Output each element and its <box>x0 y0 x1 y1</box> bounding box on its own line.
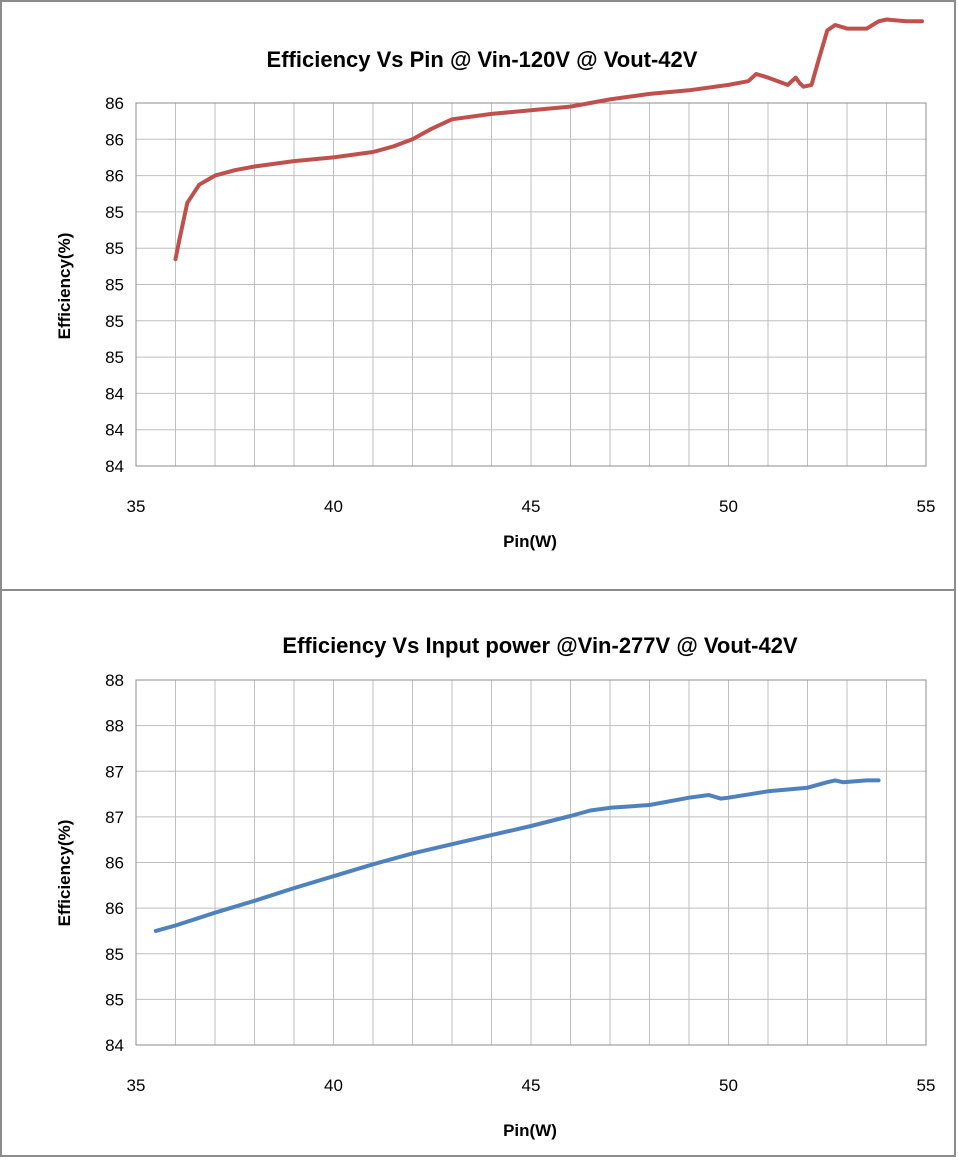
y-tick-label: 84 <box>105 457 124 476</box>
y-tick-label: 85 <box>105 276 124 295</box>
y-tick-label: 86 <box>105 130 124 149</box>
y-tick-label: 85 <box>105 990 124 1009</box>
y-tick-label: 87 <box>105 808 124 827</box>
plot-area-border <box>135 102 927 467</box>
y-tick-label: 88 <box>105 671 124 690</box>
x-axis-label: Pin(W) <box>503 532 557 551</box>
y-tick-label: 84 <box>105 384 124 403</box>
grid <box>135 102 927 467</box>
x-tick-label: 45 <box>522 497 541 516</box>
y-tick-label: 84 <box>105 421 124 440</box>
chart-panel-top: Efficiency Vs Pin @ Vin-120V @ Vout-42V … <box>0 0 956 590</box>
series-efficiency <box>153 778 881 933</box>
y-tick-labels: 88 88 87 87 86 86 85 85 84 <box>105 671 124 1055</box>
x-tick-label: 40 <box>324 1076 343 1095</box>
series-line <box>153 778 881 933</box>
y-tick-labels: 86 86 86 85 85 85 85 85 84 84 84 <box>105 94 124 476</box>
y-tick-label: 85 <box>105 945 124 964</box>
y-tick-label: 88 <box>105 717 124 736</box>
x-tick-label: 35 <box>127 497 146 516</box>
y-axis-label: Efficiency(%) <box>55 820 74 927</box>
y-tick-label: 85 <box>105 312 124 331</box>
chart-panel-bottom: Efficiency Vs Input power @Vin-277V @ Vo… <box>0 589 956 1157</box>
y-tick-label: 86 <box>105 899 124 918</box>
x-tick-label: 40 <box>324 497 343 516</box>
x-tick-labels: 35 40 45 50 55 <box>127 1076 936 1095</box>
x-tick-label: 50 <box>719 1076 738 1095</box>
series-line <box>173 17 924 262</box>
y-tick-label: 86 <box>105 854 124 873</box>
y-tick-label: 84 <box>105 1036 124 1055</box>
x-tick-label: 50 <box>719 497 738 516</box>
chart-title: Efficiency Vs Pin @ Vin-120V @ Vout-42V <box>267 47 698 72</box>
x-tick-labels: 35 40 45 50 55 <box>127 497 936 516</box>
y-tick-label: 86 <box>105 167 124 186</box>
y-tick-label: 87 <box>105 762 124 781</box>
efficiency-chart-277v: Efficiency Vs Input power @Vin-277V @ Vo… <box>55 633 936 1140</box>
x-tick-label: 55 <box>917 497 936 516</box>
plot-area-border <box>135 679 927 1046</box>
y-axis-label: Efficiency(%) <box>55 233 74 340</box>
y-tick-label: 85 <box>105 239 124 258</box>
y-tick-label: 86 <box>105 94 124 113</box>
x-tick-label: 35 <box>127 1076 146 1095</box>
y-tick-label: 85 <box>105 348 124 367</box>
efficiency-chart-120v: Efficiency Vs Pin @ Vin-120V @ Vout-42V … <box>55 17 936 551</box>
x-tick-label: 45 <box>522 1076 541 1095</box>
x-tick-label: 55 <box>917 1076 936 1095</box>
series-efficiency <box>173 17 924 262</box>
grid <box>135 679 927 1046</box>
y-tick-label: 85 <box>105 203 124 222</box>
chart-title: Efficiency Vs Input power @Vin-277V @ Vo… <box>282 633 798 658</box>
x-axis-label: Pin(W) <box>503 1121 557 1140</box>
